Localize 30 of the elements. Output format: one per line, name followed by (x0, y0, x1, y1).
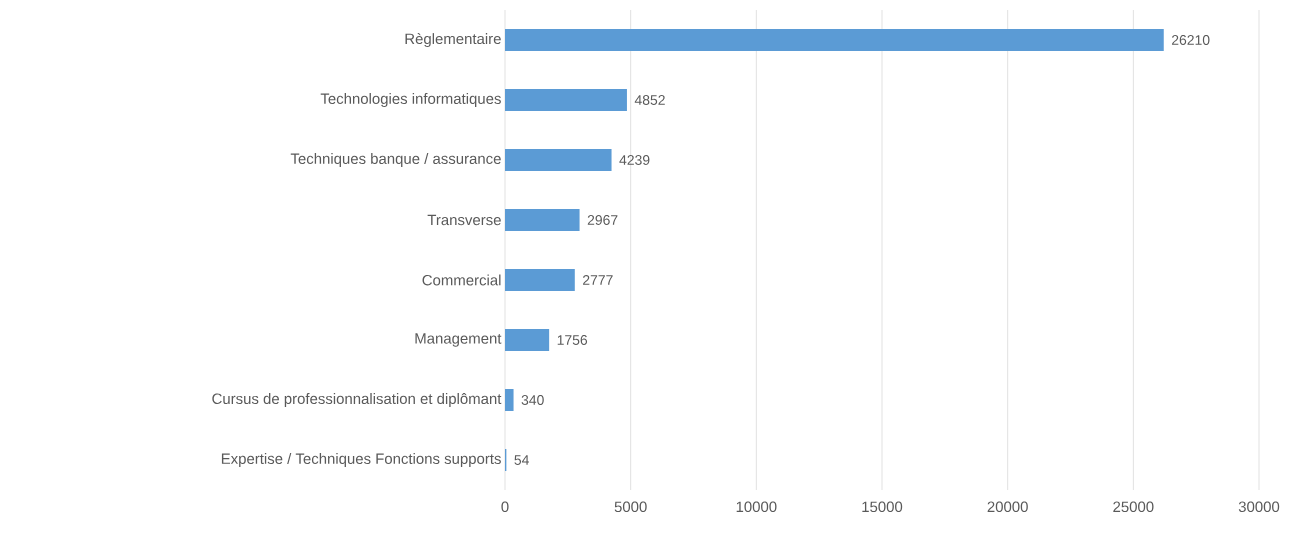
y-tick-label: Techniques banque / assurance (290, 153, 501, 167)
y-tick-label: Règlementaire (405, 32, 501, 48)
y-tick-label: Expertise / Techniques Fonctions supports (221, 453, 501, 467)
data-label: 54 (514, 455, 529, 465)
data-label: 4239 (619, 155, 650, 165)
data-label: 4852 (634, 95, 665, 105)
bar (505, 329, 550, 351)
bar (505, 269, 575, 291)
data-label: 340 (521, 395, 544, 405)
data-label: 2967 (587, 215, 618, 225)
x-tick-label: 20000 (987, 501, 1028, 513)
x-tick-label: 30000 (1238, 501, 1280, 513)
x-tick-label: 15000 (862, 501, 903, 513)
x-tick-label: 10000 (736, 501, 777, 513)
y-tick-label: Transverse (427, 214, 501, 226)
data-label: 2777 (583, 275, 613, 285)
bar (505, 149, 612, 171)
data-label: 26210 (1171, 35, 1210, 45)
x-tick-label: 0 (501, 501, 509, 513)
bar (505, 29, 1164, 51)
y-tick-label: Commercial (422, 274, 501, 286)
y-tick-label: Management (415, 333, 502, 347)
y-tick-label: Cursus de professionnalisation et diplômant (212, 393, 502, 407)
x-tick-label: 25000 (1113, 501, 1154, 513)
bar (505, 389, 514, 411)
y-tick-label: Technologies informatiques (320, 93, 501, 107)
data-label: 1756 (557, 335, 588, 345)
bar (505, 89, 627, 111)
x-tick-label: 5000 (614, 501, 647, 513)
bar (505, 209, 580, 231)
